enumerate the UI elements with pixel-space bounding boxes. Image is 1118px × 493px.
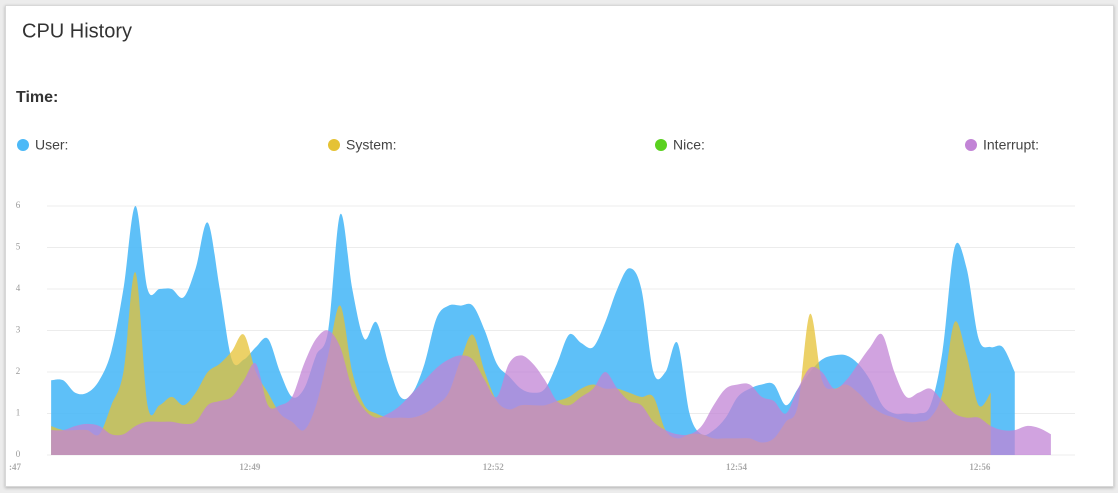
area — [51, 330, 1051, 455]
chart-title: CPU History — [22, 20, 132, 42]
legend-label: User: — [35, 137, 68, 153]
legend-marker — [17, 139, 29, 151]
x-tick-label: 12:52 — [483, 462, 504, 472]
legend-label: Nice: — [673, 137, 705, 153]
x-tick-label: 12:56 — [969, 462, 990, 472]
legend-marker — [655, 139, 667, 151]
legend-label: System: — [346, 137, 397, 153]
x-tick-label: :47 — [9, 462, 21, 472]
x-tick-label: 12:54 — [726, 462, 747, 472]
y-tick-label: 3 — [16, 325, 21, 335]
y-tick-label: 6 — [16, 200, 21, 210]
y-tick-label: 2 — [16, 366, 21, 376]
legend-label: Interrupt: — [983, 137, 1039, 153]
time-label: Time: — [16, 89, 58, 106]
y-tick-label: 5 — [16, 242, 21, 252]
legend-marker — [965, 139, 977, 151]
legend-marker — [328, 139, 340, 151]
area — [51, 206, 1015, 455]
y-tick-label: 4 — [16, 283, 21, 293]
x-tick-label: 12:49 — [239, 462, 260, 472]
y-tick-label: 1 — [16, 408, 21, 418]
y-tick-label: 0 — [16, 449, 21, 459]
